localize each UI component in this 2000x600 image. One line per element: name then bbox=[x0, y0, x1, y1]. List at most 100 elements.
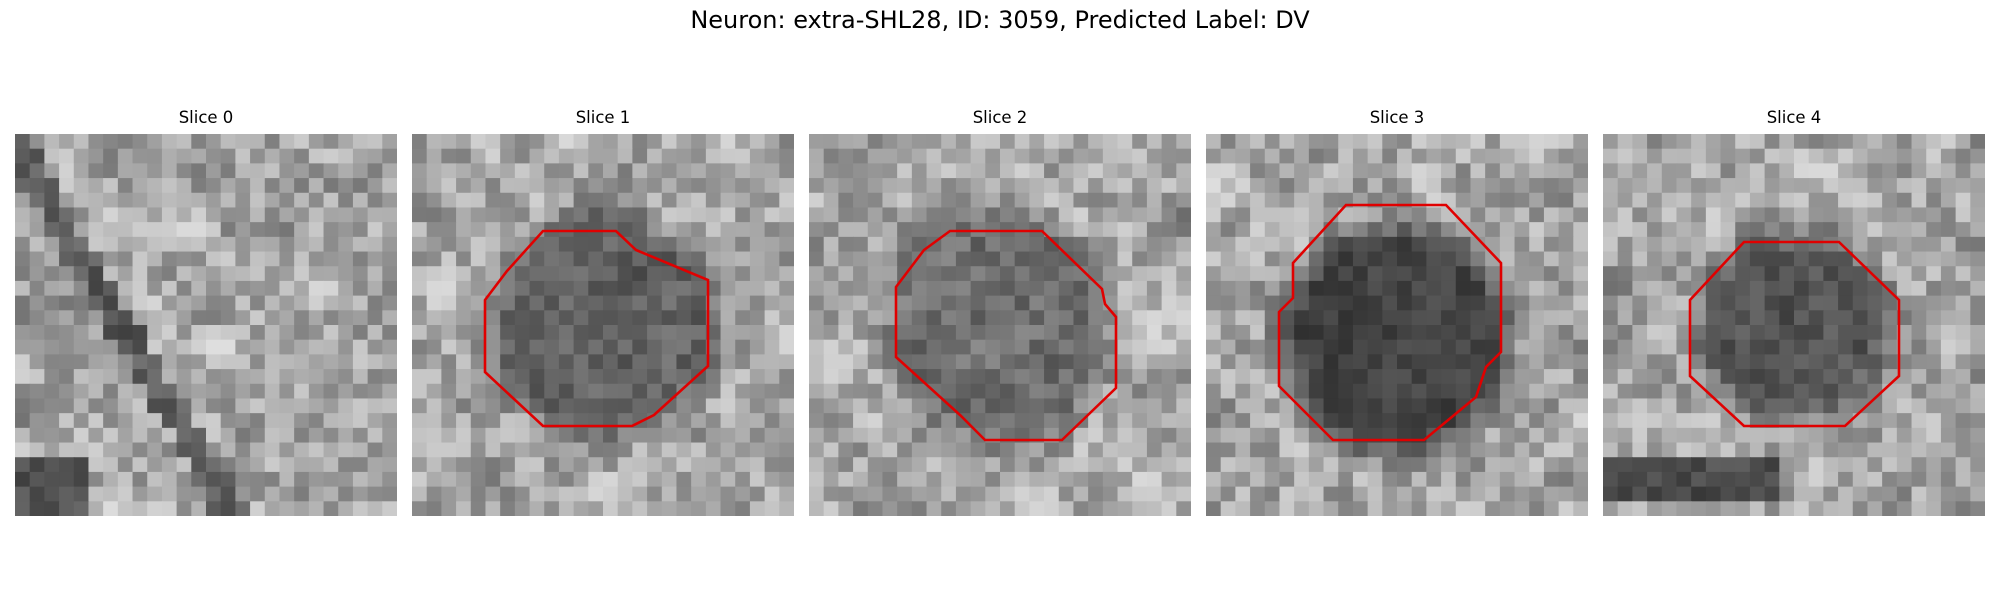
texture-pixel bbox=[809, 457, 825, 473]
texture-pixel bbox=[1397, 471, 1413, 488]
texture-pixel bbox=[235, 310, 251, 326]
texture-pixel bbox=[661, 310, 678, 326]
texture-pixel bbox=[779, 413, 794, 429]
texture-pixel bbox=[1543, 398, 1560, 414]
texture-pixel bbox=[1896, 369, 1913, 385]
texture-pixel bbox=[426, 442, 442, 458]
texture-pixel bbox=[1029, 442, 1045, 458]
texture-pixel bbox=[1058, 413, 1075, 429]
texture-pixel bbox=[500, 442, 516, 458]
texture-pixel bbox=[1926, 501, 1942, 516]
texture-pixel bbox=[1455, 266, 1472, 282]
texture-pixel bbox=[220, 369, 236, 385]
texture-pixel bbox=[15, 178, 31, 194]
texture-pixel bbox=[1382, 134, 1398, 150]
texture-pixel bbox=[103, 339, 119, 355]
texture-pixel bbox=[250, 427, 266, 444]
texture-pixel bbox=[308, 486, 325, 502]
texture-pixel bbox=[382, 457, 397, 473]
texture-pixel bbox=[1882, 222, 1898, 238]
texture-pixel bbox=[1676, 295, 1692, 311]
texture-pixel bbox=[1455, 251, 1472, 267]
texture-pixel bbox=[1411, 295, 1427, 311]
texture-pixel bbox=[1823, 251, 1839, 267]
texture-pixel bbox=[1000, 471, 1016, 488]
texture-pixel bbox=[1426, 178, 1442, 194]
texture-pixel bbox=[1250, 339, 1266, 355]
texture-pixel bbox=[1058, 251, 1075, 267]
texture-pixel bbox=[1264, 134, 1281, 150]
texture-pixel bbox=[1779, 442, 1795, 458]
texture-pixel bbox=[705, 471, 722, 488]
texture-pixel bbox=[1308, 251, 1325, 267]
texture-pixel bbox=[838, 192, 854, 209]
texture-pixel bbox=[1455, 236, 1472, 253]
texture-pixel bbox=[1102, 222, 1119, 238]
texture-pixel bbox=[412, 413, 428, 429]
texture-pixel bbox=[823, 442, 839, 458]
texture-pixel bbox=[147, 222, 163, 238]
texture-pixel bbox=[1720, 369, 1736, 385]
texture-pixel bbox=[73, 207, 90, 223]
texture-pixel bbox=[1397, 251, 1413, 267]
texture-pixel bbox=[456, 501, 472, 516]
texture-pixel bbox=[1573, 310, 1588, 326]
texture-pixel bbox=[1323, 339, 1339, 355]
texture-pixel bbox=[1058, 354, 1075, 370]
texture-pixel bbox=[338, 369, 354, 385]
texture-pixel bbox=[485, 442, 501, 458]
texture-pixel bbox=[1573, 427, 1588, 444]
texture-pixel bbox=[1940, 339, 1957, 355]
texture-pixel bbox=[1573, 192, 1588, 209]
texture-pixel bbox=[1102, 251, 1119, 267]
texture-pixel bbox=[206, 236, 222, 253]
texture-pixel bbox=[1014, 178, 1030, 194]
texture-pixel bbox=[955, 178, 972, 194]
texture-pixel bbox=[1485, 310, 1501, 326]
texture-pixel bbox=[441, 339, 457, 355]
texture-pixel bbox=[1955, 398, 1971, 414]
texture-pixel bbox=[853, 427, 869, 444]
texture-pixel bbox=[338, 501, 354, 516]
texture-pixel bbox=[897, 148, 913, 164]
texture-pixel bbox=[1044, 207, 1060, 223]
texture-pixel bbox=[1073, 236, 1089, 253]
texture-pixel bbox=[1749, 207, 1766, 223]
texture-pixel bbox=[809, 310, 825, 326]
texture-pixel bbox=[338, 427, 354, 444]
texture-pixel bbox=[1058, 266, 1075, 282]
texture-pixel bbox=[1558, 134, 1574, 150]
texture-pixel bbox=[691, 471, 707, 488]
texture-pixel bbox=[382, 486, 397, 502]
texture-pixel bbox=[676, 369, 692, 385]
texture-pixel bbox=[1029, 207, 1045, 223]
texture-pixel bbox=[941, 354, 957, 370]
texture-pixel bbox=[323, 501, 339, 516]
texture-pixel bbox=[735, 178, 751, 194]
texture-pixel bbox=[1014, 354, 1030, 370]
texture-pixel bbox=[514, 266, 531, 282]
texture-pixel bbox=[617, 486, 633, 502]
texture-pixel bbox=[308, 442, 325, 458]
texture-pixel bbox=[985, 163, 1001, 179]
texture-pixel bbox=[823, 413, 839, 429]
texture-pixel bbox=[1543, 471, 1560, 488]
texture-pixel bbox=[779, 383, 794, 400]
texture-pixel bbox=[1161, 266, 1177, 282]
texture-pixel bbox=[514, 339, 531, 355]
texture-pixel bbox=[1911, 163, 1927, 179]
texture-pixel bbox=[44, 178, 60, 194]
texture-pixel bbox=[1382, 266, 1398, 282]
texture-pixel bbox=[1441, 163, 1457, 179]
texture-pixel bbox=[1896, 207, 1913, 223]
texture-pixel bbox=[1838, 383, 1854, 400]
texture-pixel bbox=[1382, 383, 1398, 400]
texture-pixel bbox=[1455, 163, 1472, 179]
em-texture bbox=[15, 134, 397, 516]
texture-pixel bbox=[1132, 192, 1148, 209]
texture-pixel bbox=[1647, 427, 1663, 444]
texture-pixel bbox=[1720, 325, 1736, 341]
texture-pixel bbox=[926, 457, 942, 473]
texture-pixel bbox=[588, 339, 604, 355]
texture-pixel bbox=[823, 163, 839, 179]
